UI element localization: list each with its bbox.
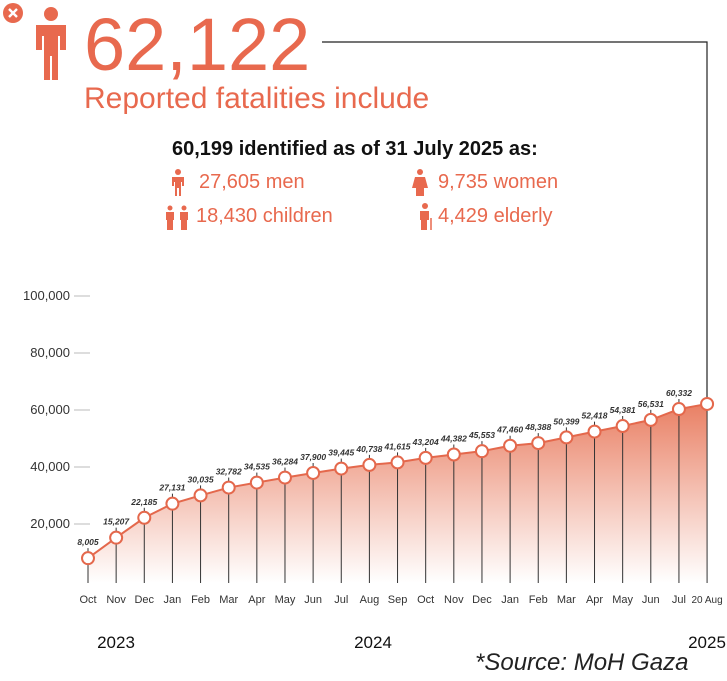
point bbox=[306, 465, 321, 480]
x-tick-label: Sep bbox=[388, 594, 408, 606]
value-label: 50,399 bbox=[553, 416, 579, 426]
point bbox=[249, 475, 264, 490]
source: *Source: MoH Gaza bbox=[475, 649, 688, 676]
value-label: 41,615 bbox=[384, 441, 411, 451]
value-label: 8,005 bbox=[77, 537, 99, 547]
value-label: 30,035 bbox=[188, 474, 214, 484]
x-tick-label: Dec bbox=[472, 594, 492, 606]
point bbox=[643, 412, 658, 427]
chart: 20,000 40,000 60,000 80,000 100,000 8,005 15,2… bbox=[23, 288, 726, 652]
point bbox=[671, 402, 686, 417]
value-label: 15,207 bbox=[103, 517, 130, 527]
point bbox=[221, 480, 236, 495]
x-tick-label: Jan bbox=[501, 594, 519, 606]
point bbox=[390, 455, 405, 470]
x-tick-label: Apr bbox=[586, 594, 603, 606]
close-icon[interactable] bbox=[3, 3, 23, 23]
breakdown-item: 4,429 elderly bbox=[438, 205, 553, 227]
point bbox=[587, 424, 602, 439]
x-tick-label: Jun bbox=[642, 594, 660, 606]
point bbox=[277, 470, 292, 485]
x-tick-label: Feb bbox=[529, 594, 548, 606]
identified: 60,199 identified as of 31 July 2025 as: bbox=[172, 138, 538, 160]
y-tick-label: 20,000 bbox=[30, 516, 70, 531]
value-label: 34,535 bbox=[244, 462, 270, 472]
value-label: 56,531 bbox=[638, 399, 664, 409]
point bbox=[137, 510, 152, 525]
value-label: 40,738 bbox=[355, 444, 382, 454]
point bbox=[165, 496, 180, 511]
subtitle: Reported fatalities include bbox=[84, 82, 429, 115]
point bbox=[362, 457, 377, 472]
x-tick-label: Oct bbox=[79, 594, 96, 606]
value-label: 48,388 bbox=[524, 422, 551, 432]
breakdown-item: 18,430 children bbox=[196, 205, 333, 227]
point bbox=[700, 396, 715, 411]
x-tick-label: Oct bbox=[417, 594, 434, 606]
point bbox=[418, 450, 433, 465]
point bbox=[503, 438, 518, 453]
person-icon bbox=[36, 7, 66, 80]
men-icon bbox=[172, 169, 184, 196]
x-tick-label: Apr bbox=[248, 594, 265, 606]
y-tick-label: 60,000 bbox=[30, 402, 70, 417]
y-tick-label: 40,000 bbox=[30, 459, 70, 474]
children-icon bbox=[166, 205, 188, 230]
y-tick-label: 80,000 bbox=[30, 345, 70, 360]
point bbox=[81, 551, 95, 566]
elderly-icon bbox=[420, 203, 432, 230]
value-label: 22,185 bbox=[130, 497, 157, 507]
point bbox=[109, 530, 124, 545]
y-tick-label: 100,000 bbox=[23, 288, 70, 303]
total: 62,122 bbox=[84, 3, 310, 86]
x-tick-label: May bbox=[275, 594, 296, 606]
x-tick-label: 20 Aug bbox=[692, 595, 723, 606]
value-label: 43,204 bbox=[412, 437, 439, 447]
point bbox=[446, 447, 461, 462]
x-tick-label: Mar bbox=[557, 594, 576, 606]
value-label: 45,553 bbox=[468, 430, 495, 440]
x-tick-label: Mar bbox=[219, 594, 238, 606]
point bbox=[193, 488, 208, 503]
women-icon bbox=[412, 169, 428, 196]
point bbox=[615, 419, 630, 434]
year-label: 2024 bbox=[354, 633, 392, 652]
breakdown-item: 9,735 women bbox=[438, 171, 558, 193]
connector-line bbox=[322, 41, 708, 404]
year-label: 2025 bbox=[688, 633, 726, 652]
point bbox=[474, 444, 489, 459]
value-label: 60,332 bbox=[666, 388, 692, 398]
year-label: 2023 bbox=[97, 633, 135, 652]
value-label: 47,460 bbox=[496, 425, 523, 435]
x-tick-label: Jul bbox=[334, 594, 348, 606]
x-tick-label: Aug bbox=[360, 594, 380, 606]
breakdown-item: 27,605 men bbox=[199, 171, 305, 193]
value-label: 27,131 bbox=[158, 483, 185, 493]
x-tick-label: Feb bbox=[191, 594, 210, 606]
point bbox=[334, 461, 349, 476]
x-tick-label: Jan bbox=[164, 594, 182, 606]
value-label: 32,782 bbox=[216, 467, 242, 477]
value-label: 44,382 bbox=[440, 434, 467, 444]
value-label: 37,900 bbox=[300, 452, 326, 462]
x-tick-label: Dec bbox=[134, 594, 154, 606]
point bbox=[531, 436, 546, 451]
x-tick-label: Nov bbox=[106, 594, 126, 606]
x-tick-label: Jun bbox=[304, 594, 322, 606]
point bbox=[559, 430, 574, 445]
x-tick-label: Nov bbox=[444, 594, 464, 606]
value-label: 36,284 bbox=[272, 457, 298, 467]
value-label: 52,418 bbox=[582, 411, 608, 421]
value-label: 54,381 bbox=[610, 405, 636, 415]
x-tick-label: May bbox=[612, 594, 633, 606]
value-label: 39,445 bbox=[328, 448, 354, 458]
x-tick-label: Jul bbox=[672, 594, 686, 606]
